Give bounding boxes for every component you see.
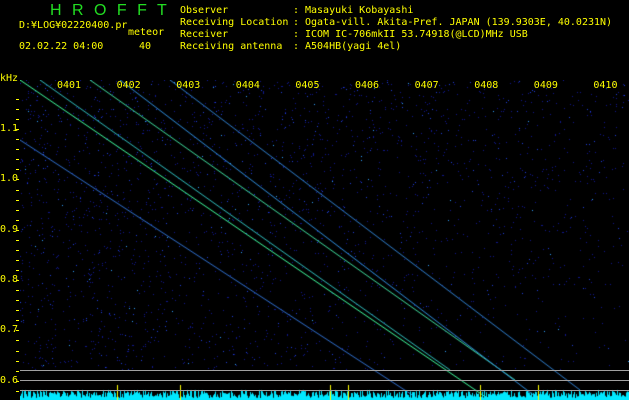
freq-tick-mark [16,280,19,282]
time-tick-label: 0401 [57,80,82,91]
freq-tick-mark [16,330,19,332]
antenna-label: Receiving antenna [180,41,283,52]
separator: : [293,5,300,16]
receiver-value: ICOM IC-706mkII 53.74918(@LCD)MHz USB [305,29,528,40]
freq-tick-mark [16,209,19,211]
freq-tick-mark [16,380,19,382]
freq-tick-mark [16,189,19,191]
freq-tick-mark [16,119,19,121]
time-tick-label: 0410 [593,80,618,91]
freq-unit: kHz [0,73,19,84]
freq-tick-mark [16,179,19,181]
freq-tick-mark [16,169,19,171]
freq-tick-mark [16,239,19,241]
freq-tick-mark [16,229,19,231]
freq-tick-mark [16,290,19,292]
receiver-label: Receiver [180,29,229,40]
freq-tick-mark [16,129,19,131]
freq-tick-mark [16,109,19,111]
time-tick-label: 0406 [355,80,380,91]
time-tick-label: 0407 [414,80,439,91]
grid-line [20,390,629,391]
freq-tick-label: 0.8 [0,273,19,285]
location-label: Receiving Location [180,17,289,28]
time-tick-label: 0408 [474,80,499,91]
freq-tick-mark [16,360,19,362]
freq-tick-mark [16,259,19,261]
freq-tick-mark [16,249,19,251]
separator: : [293,17,300,28]
freq-tick-mark [16,320,19,322]
freq-tick-mark [16,270,19,272]
time-tick-label: 0404 [235,80,260,91]
grid-line [20,380,629,381]
freq-tick-mark [16,159,19,161]
separator: : [293,29,300,40]
location-value: Ogata-vill. Akita-Pref. JAPAN (139.9303E… [305,17,613,28]
meteor-count: 40 [139,41,152,52]
freq-tick-mark [16,350,19,352]
freq-tick-mark [16,390,19,392]
freq-tick-mark [16,219,19,221]
date-time: 02.02.22 04:00 [19,41,104,52]
antenna-value: A504HB(yagi 4el) [305,41,402,52]
freq-tick-mark [16,310,19,312]
grid-line [20,370,629,371]
freq-tick-mark [16,340,19,342]
freq-tick-mark [16,199,19,201]
time-tick-label: 0402 [116,80,141,91]
freq-tick-label: 0.9 [0,223,19,235]
observer-value: Masayuki Kobayashi [305,5,414,16]
time-tick-label: 0409 [533,80,558,91]
separator: : [293,41,300,52]
freq-tick-label: 1.1 [0,123,19,134]
freq-tick-mark [16,370,19,372]
observer-label: Observer [180,5,229,16]
time-tick-label: 0403 [176,80,201,91]
spectrogram [20,80,629,400]
freq-tick-label: 0.6 [0,374,19,386]
log-file-path: D:¥LOG¥02220400.pr [19,20,128,31]
mode-label: meteor [128,27,165,38]
freq-tick-label: 0.7 [0,324,19,336]
freq-tick-label: 1.0 [0,173,19,185]
freq-tick-mark [16,139,19,141]
freq-tick-mark [16,99,19,100]
app-title: H R O F F T [50,2,170,19]
time-tick-label: 0405 [295,80,320,91]
freq-tick-mark [16,149,19,151]
freq-tick-mark [16,300,19,302]
